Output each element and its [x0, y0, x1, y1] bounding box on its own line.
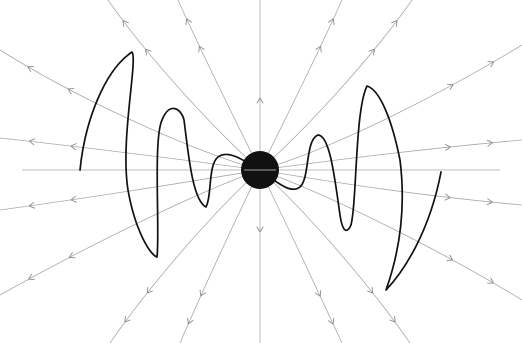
- arrow-icon: [28, 201, 36, 209]
- arrow-icon: [446, 83, 454, 91]
- arrow-icon: [366, 286, 374, 294]
- arrow-icon: [124, 315, 131, 323]
- arrow-icon: [28, 273, 35, 280]
- field-line: [259, 169, 522, 206]
- arrow-icon: [389, 315, 396, 323]
- arrow-icon: [256, 97, 264, 104]
- field-line: [259, 139, 522, 171]
- arrow-icon: [328, 18, 335, 26]
- arrow-icon: [199, 289, 206, 297]
- field-line: [107, 0, 261, 171]
- arrow-icon: [145, 48, 152, 56]
- field-line: [259, 169, 522, 301]
- arrow-icon: [122, 20, 129, 27]
- arrow-icon: [486, 198, 493, 206]
- arrow-icon: [444, 193, 451, 201]
- arrow-icon: [487, 61, 495, 68]
- arrow-icon: [391, 20, 398, 27]
- field-line: [259, 44, 522, 171]
- arrow-icon: [487, 277, 494, 284]
- arrow-icon: [486, 139, 493, 147]
- arrow-icon: [70, 195, 77, 203]
- arrow-icon: [187, 317, 194, 325]
- field-line: [259, 0, 413, 171]
- arrow-icon: [146, 286, 154, 294]
- field-line: [0, 169, 261, 296]
- arrow-icon: [314, 289, 322, 297]
- arrow-icon: [70, 143, 77, 151]
- arrow-icon: [185, 18, 192, 26]
- arrow-icon: [67, 88, 75, 95]
- arrow-icon: [256, 226, 264, 233]
- arrow-icon: [27, 66, 35, 73]
- arrow-icon: [198, 45, 205, 53]
- arrow-icon: [368, 48, 375, 56]
- field-line: [0, 169, 261, 211]
- field-line: [259, 169, 411, 343]
- field-arrows: [27, 18, 495, 325]
- field-line: [0, 49, 261, 171]
- arrow-icon: [68, 252, 76, 259]
- arrow-icon: [315, 45, 322, 53]
- arrow-icon: [444, 144, 451, 151]
- field-line: [109, 169, 261, 343]
- arrow-icon: [446, 254, 454, 261]
- arrow-icon: [28, 138, 36, 146]
- field-line: [0, 137, 261, 171]
- arrow-icon: [327, 317, 335, 325]
